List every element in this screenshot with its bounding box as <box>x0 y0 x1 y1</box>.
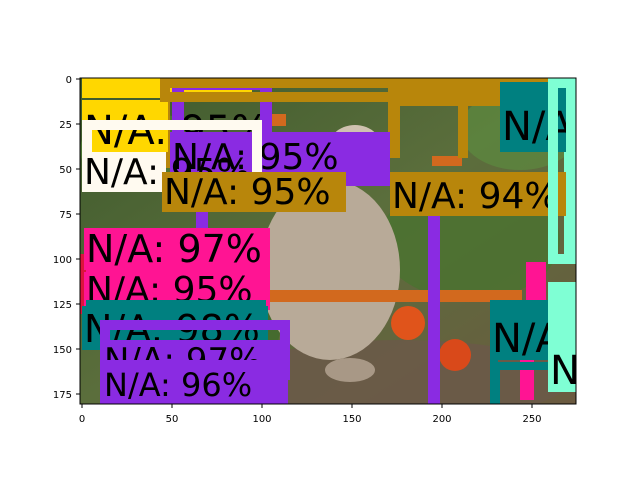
x-tick-label: 200 <box>432 414 451 425</box>
x-tick-label: 100 <box>252 414 271 425</box>
detection-box-edge <box>458 78 468 158</box>
detection-label: N/A: 94% <box>392 176 559 217</box>
axes-frame <box>79 77 577 405</box>
detection-label: N/A: 97% <box>86 227 262 271</box>
photo: N/A: 95%N/A: 95%N/A: 95%N/A: 95%N/A: 94%… <box>80 78 580 404</box>
detection-label-background <box>84 228 270 270</box>
detection-label-background <box>548 282 576 392</box>
detection-box-edge <box>432 156 462 166</box>
detection-label-background <box>102 366 288 404</box>
y-tick-label: 75 <box>59 210 72 221</box>
detection-label: N/A: 95% <box>164 172 331 213</box>
y-tick-label: 50 <box>59 165 72 176</box>
detection-label-background <box>390 172 570 216</box>
detection-label-background <box>162 172 346 212</box>
detection-box-edge <box>490 370 500 404</box>
detection-label-background <box>500 92 570 148</box>
tomato <box>391 306 425 340</box>
y-tick-label: 0 <box>66 75 72 86</box>
detection-label: N/A: 96% <box>104 366 252 404</box>
detection-boxes: N/A: 95%N/A: 95%N/A: 95%N/A: 95%N/A: 94%… <box>80 78 580 404</box>
detection-box-edge <box>526 262 546 302</box>
x-tick-label: 150 <box>342 414 361 425</box>
tomato <box>439 339 471 371</box>
x-tick-label: 50 <box>166 414 179 425</box>
y-axis: 0 25 50 75 100 125 150 175 <box>53 75 80 401</box>
y-tick-label: 150 <box>53 345 72 356</box>
y-tick-label: 125 <box>53 300 72 311</box>
x-axis: 0 50 100 150 200 250 <box>79 404 542 425</box>
detection-box <box>548 78 576 264</box>
x-tick-label: 250 <box>522 414 541 425</box>
detection-label-background <box>82 152 166 192</box>
detection-box-edge <box>428 176 440 404</box>
x-tick-label: 0 <box>79 414 85 425</box>
detection-label: N/A <box>502 104 573 150</box>
y-tick-label: 100 <box>53 255 72 266</box>
detection-label: N <box>550 348 580 394</box>
y-tick-label: 25 <box>59 120 72 131</box>
detection-box-edge <box>262 290 522 302</box>
detection-label-background <box>170 132 390 177</box>
y-tick-label: 175 <box>53 390 72 401</box>
